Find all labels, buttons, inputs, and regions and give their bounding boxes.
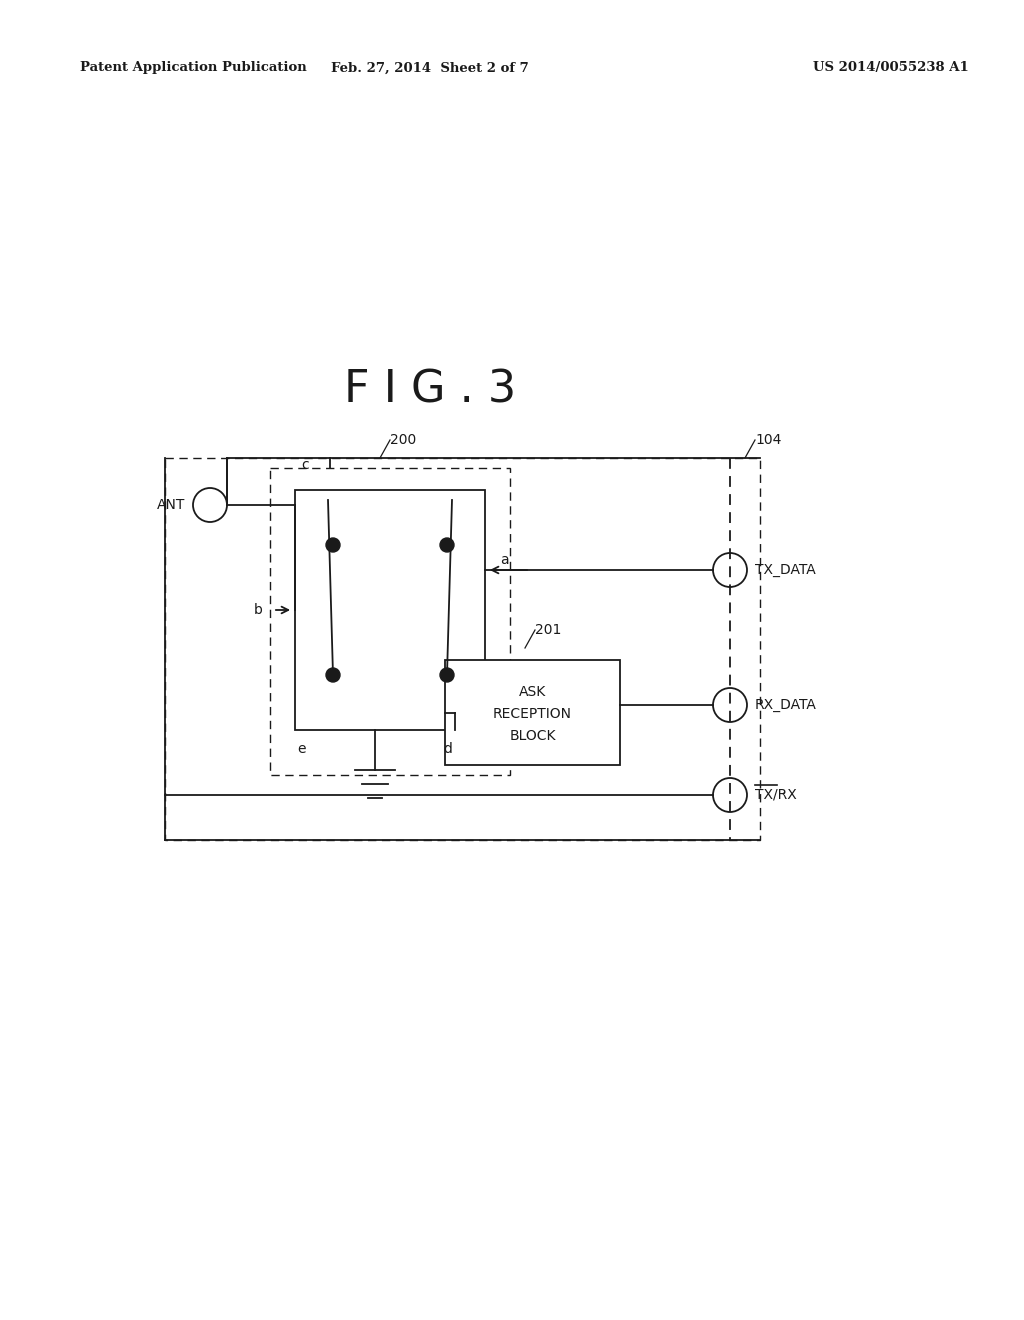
Circle shape: [326, 539, 340, 552]
Text: b: b: [254, 603, 263, 616]
Text: RECEPTION: RECEPTION: [493, 708, 572, 722]
Text: RX_DATA: RX_DATA: [755, 698, 817, 711]
Text: a: a: [500, 553, 509, 568]
Bar: [445, 660, 620, 766]
Bar: [295, 490, 485, 730]
Text: TX_DATA: TX_DATA: [755, 564, 816, 577]
Text: Patent Application Publication: Patent Application Publication: [80, 62, 307, 74]
Circle shape: [440, 539, 454, 552]
Text: d: d: [443, 742, 453, 756]
Circle shape: [326, 668, 340, 682]
Text: e: e: [298, 742, 306, 756]
Text: ANT: ANT: [157, 498, 185, 512]
Bar: [165, 458, 760, 840]
Text: BLOCK: BLOCK: [509, 730, 556, 743]
Text: US 2014/0055238 A1: US 2014/0055238 A1: [813, 62, 969, 74]
Text: ASK: ASK: [519, 685, 546, 700]
Circle shape: [440, 668, 454, 682]
Text: F I G . 3: F I G . 3: [344, 368, 516, 412]
Bar: [270, 469, 510, 775]
Text: 200: 200: [390, 433, 416, 447]
Text: 201: 201: [535, 623, 561, 638]
Text: c: c: [301, 458, 309, 473]
Text: TX/RX: TX/RX: [755, 788, 797, 803]
Text: Feb. 27, 2014  Sheet 2 of 7: Feb. 27, 2014 Sheet 2 of 7: [331, 62, 529, 74]
Text: 104: 104: [755, 433, 781, 447]
